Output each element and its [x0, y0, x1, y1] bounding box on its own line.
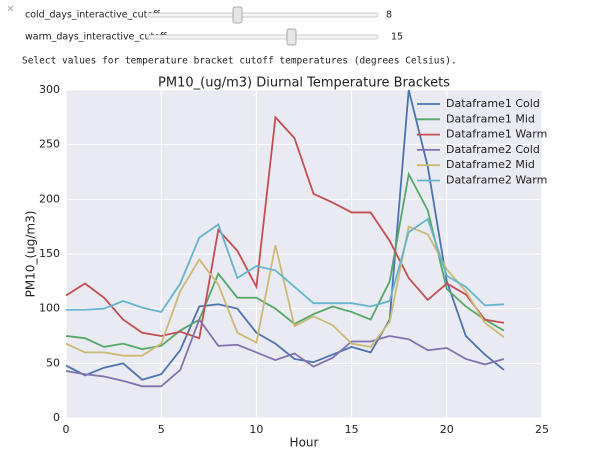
- y-tick-label: 0: [53, 411, 60, 424]
- slider-track[interactable]: [147, 12, 379, 18]
- y-axis-label: PM10_(ug/m3): [24, 211, 38, 298]
- y-tick-label: 250: [39, 138, 60, 151]
- slider-value: 15: [391, 32, 403, 43]
- data-line: [65, 171, 505, 351]
- x-tick-label: 10: [249, 423, 263, 436]
- slider-value: 8: [386, 10, 392, 21]
- legend-label: Dataframe1 Warm: [446, 128, 547, 141]
- data-line: [65, 317, 505, 388]
- data-line: [65, 89, 505, 381]
- legend-label: Dataframe2 Warm: [446, 174, 547, 187]
- x-tick-label: 25: [535, 423, 549, 436]
- y-tick-label: 150: [39, 247, 60, 260]
- legend-label: Dataframe2 Cold: [446, 143, 540, 156]
- x-tick-label: 5: [158, 423, 165, 436]
- y-tick-label: 50: [46, 356, 60, 369]
- legend-label: Dataframe1 Mid: [446, 112, 535, 125]
- x-axis-label: Hour: [290, 436, 319, 450]
- slider-track[interactable]: [147, 34, 379, 40]
- x-tick-label: 15: [345, 423, 359, 436]
- y-tick-label: 300: [39, 83, 60, 96]
- slider-label: warm_days_interactive_cutoff: [25, 32, 167, 43]
- data-line: [66, 217, 504, 313]
- slider-handle[interactable]: [232, 6, 243, 24]
- data-line: [65, 115, 505, 340]
- y-tick-label: 200: [39, 192, 60, 205]
- x-tick-label: 0: [63, 423, 70, 436]
- chart-title: PM10_(ug/m3) Diurnal Temperature Bracket…: [158, 76, 450, 91]
- slider-handle[interactable]: [286, 28, 297, 46]
- legend-label: Dataframe1 Cold: [446, 97, 540, 110]
- close-icon[interactable]: [7, 5, 14, 12]
- data-line: [65, 225, 505, 357]
- slider-label: cold_days_interactive_cutoff: [25, 10, 160, 21]
- x-tick-label: 20: [440, 423, 454, 436]
- legend-label: Dataframe2 Mid: [446, 158, 535, 171]
- y-tick-label: 100: [39, 302, 60, 315]
- description: Select values for temperature bracket cu…: [22, 56, 457, 67]
